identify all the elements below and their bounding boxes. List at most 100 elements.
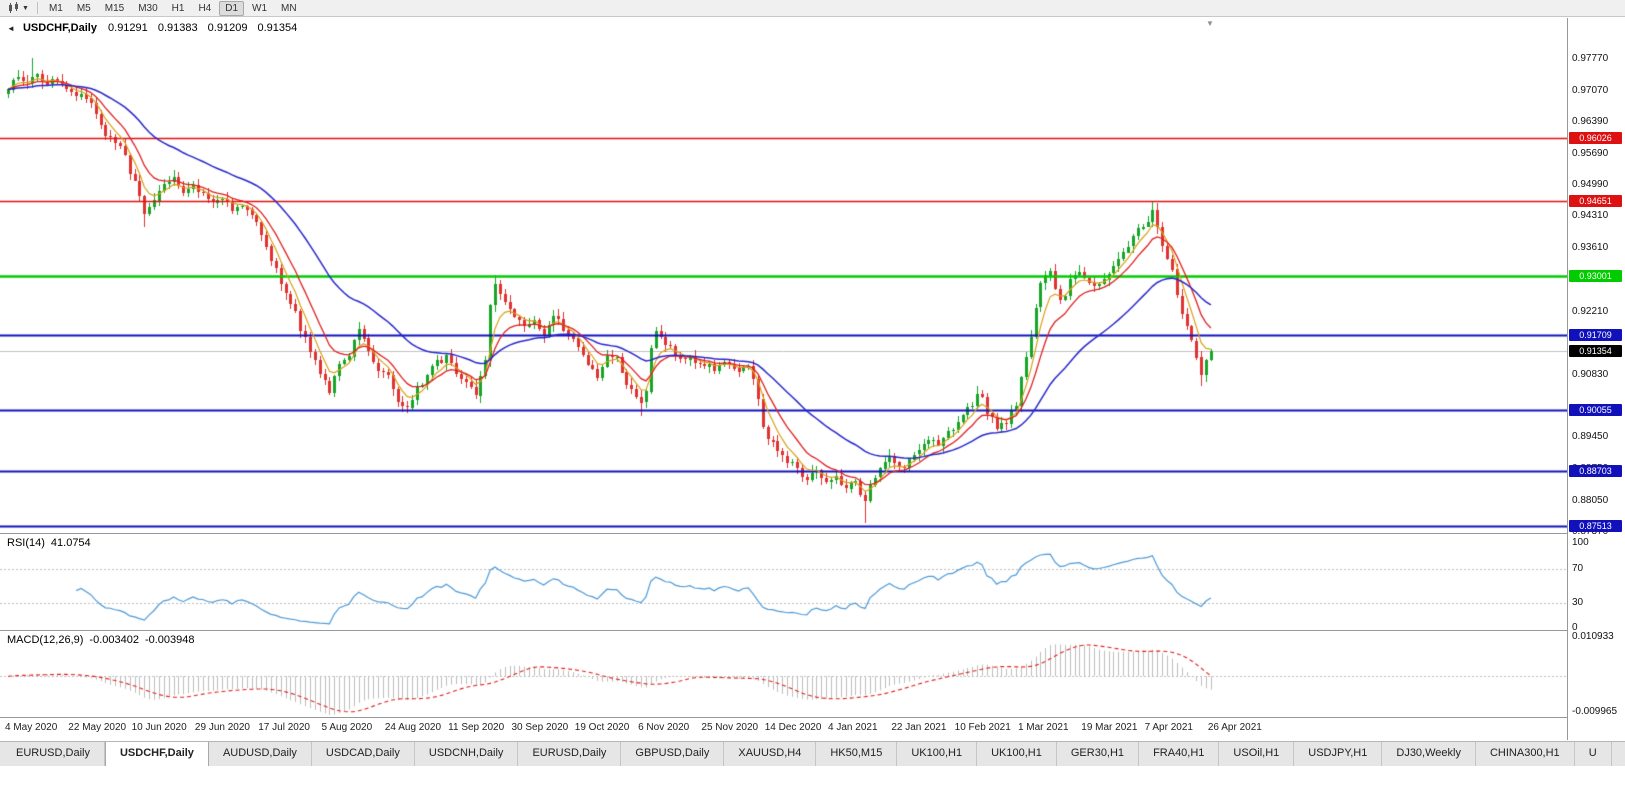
price-level-badge: 0.87513: [1569, 519, 1622, 532]
price-tick-label: 0.87370: [1572, 526, 1609, 538]
date-label: 10 Feb 2021: [954, 722, 1011, 733]
chevron-down-icon: ▼: [22, 4, 29, 12]
date-label: 11 Sep 2020: [448, 722, 505, 733]
price-tick-label: 0.89450: [1572, 431, 1609, 443]
chart-shift-marker[interactable]: ▼: [1206, 19, 1214, 28]
chart-title: ◄ USDCHF,Daily 0.91291 0.91383 0.91209 0…: [7, 22, 304, 34]
rsi-scale-label: 0: [1572, 622, 1578, 633]
timeframe-buttons: M1 M5 M15 M30 H1 H4 D1 W1 MN: [43, 0, 305, 16]
macd-indicator-label: MACD(12,26,9) -0.003402 -0.003948: [7, 634, 201, 646]
price-level-badge: 0.93001: [1569, 269, 1622, 282]
date-label: 4 Jan 2021: [828, 722, 878, 733]
date-label: 30 Sep 2020: [511, 722, 569, 733]
date-label: 6 Nov 2020: [638, 722, 690, 733]
price-tick-label: 0.93610: [1572, 242, 1609, 254]
candlestick-chart-icon: [9, 2, 18, 13]
toolbar-separator: [36, 2, 38, 14]
date-label: 14 Dec 2020: [764, 722, 822, 733]
chart-tabs: EURUSD,Daily USDCHF,Daily AUDUSD,Daily USDC…: [0, 741, 1625, 766]
date-label: 1 Mar 2021: [1017, 722, 1069, 733]
date-label: 10 Jun 2020: [131, 722, 187, 733]
chart-tab-u[interactable]: U: [1574, 742, 1612, 766]
ohlc-high: 0.91383: [157, 22, 198, 34]
timeframe-button-m1[interactable]: M1: [48, 2, 63, 14]
ohlc-open: 0.91291: [108, 22, 148, 34]
chart-tab-usdcnh-daily[interactable]: USDCNH,Daily: [414, 742, 519, 766]
chart-tab-usoil-h1[interactable]: USOil,H1: [1219, 742, 1295, 766]
rsi-value: 41.0754: [50, 537, 91, 549]
rsi-indicator-label: RSI(14) 41.0754: [7, 537, 97, 549]
date-label: 26 Apr 2021: [1207, 722, 1262, 733]
chart-type-button[interactable]: ▼: [4, 1, 32, 16]
chart-tab-xauusd-h4[interactable]: XAUUSD,H4: [724, 742, 817, 766]
macd-name: MACD(12,26,9): [7, 634, 84, 646]
chart-tab-hk50-m15[interactable]: HK50,M15: [816, 742, 898, 766]
date-label: 29 Jun 2020: [194, 722, 250, 733]
chart-tab-uk100-h1[interactable]: UK100,H1: [897, 742, 978, 766]
date-label: 24 Aug 2020: [384, 722, 442, 733]
price-tick-label: 0.94990: [1572, 179, 1609, 191]
timeframe-button-d1[interactable]: D1: [219, 0, 245, 16]
date-label: 19 Oct 2020: [574, 722, 630, 733]
price-tick-label: 0.97070: [1572, 84, 1609, 96]
timeframe-button-mn[interactable]: MN: [281, 2, 297, 14]
date-label: 22 Jan 2021: [891, 722, 947, 733]
price-tick-label: 0.95690: [1572, 147, 1609, 159]
date-label: 19 Mar 2021: [1081, 722, 1138, 733]
price-tick-label: 0.94310: [1572, 210, 1609, 222]
timeframe-button-m15[interactable]: M15: [104, 2, 125, 14]
date-label: 7 Apr 2021: [1144, 722, 1193, 733]
price-tick-label: 0.90830: [1572, 368, 1609, 380]
chart-tab-eurusd-daily[interactable]: EURUSD,Daily: [518, 742, 622, 766]
chart-tab-china300-h1[interactable]: CHINA300,H1: [1475, 742, 1575, 766]
timeframe-button-h4[interactable]: H4: [198, 2, 212, 14]
chart-tab-fra40-h1[interactable]: FRA40,H1: [1139, 742, 1220, 766]
chart-symbol-label: USDCHF,Daily: [22, 22, 97, 34]
chart-tab-gbpusd-daily[interactable]: GBPUSD,Daily: [621, 742, 725, 766]
timeframe-button-m5[interactable]: M5: [76, 2, 91, 14]
timeframe-button-h1[interactable]: H1: [171, 2, 185, 14]
macd-main-value: -0.003402: [89, 634, 139, 646]
price-level-badge: 0.90055: [1569, 403, 1622, 416]
date-label: 25 Nov 2020: [701, 722, 759, 733]
chart-tab-ger30-h1[interactable]: GER30,H1: [1056, 742, 1140, 766]
price-scale-separator: [1567, 18, 1568, 740]
date-label: 4 May 2020: [5, 722, 58, 733]
price-level-badge: 0.88703: [1569, 465, 1622, 478]
price-level-badge: 0.91709: [1569, 328, 1622, 341]
chart-tab-dj30-weekly[interactable]: DJ30,Weekly: [1382, 742, 1476, 766]
time-axis-separator: [0, 717, 1625, 718]
chart-tab-audusd-daily[interactable]: AUDUSD,Daily: [208, 742, 312, 766]
current-price-badge: 0.91354: [1569, 344, 1622, 357]
macd-scale-label: 0.010933: [1572, 631, 1614, 642]
rsi-scale-label: 70: [1572, 562, 1584, 574]
price-tick-label: 0.92210: [1572, 305, 1609, 317]
price-scale[interactable]: 0.97770 0.97070 0.96390 0.95690 0.94990 0.943…: [1568, 18, 1625, 740]
rsi-scale-label: 100: [1572, 537, 1589, 548]
price-tick-label: 0.97770: [1572, 52, 1609, 64]
rsi-scale-label: 30: [1572, 596, 1584, 608]
chart-tab-eurusd-daily[interactable]: EURUSD,Daily: [2, 742, 105, 766]
chart-tab-usdchf-daily[interactable]: USDCHF,Daily: [104, 742, 209, 766]
date-label: 5 Aug 2020: [321, 722, 373, 733]
collapse-chart-icon[interactable]: ◄: [7, 24, 15, 33]
chart-tab-usdjpy-h1[interactable]: USDJPY,H1: [1294, 742, 1383, 766]
chart-tab-usdcad-daily[interactable]: USDCAD,Daily: [311, 742, 415, 766]
chart-tab-uk100-h1[interactable]: UK100,H1: [977, 742, 1057, 766]
date-label: 17 Jul 2020: [258, 722, 310, 733]
timeframe-button-w1[interactable]: W1: [252, 2, 268, 14]
chart-window: ▼ ◄ USDCHF,Daily 0.91291 0.91383 0.91209…: [0, 18, 1625, 740]
ohlc-low: 0.91209: [207, 22, 248, 34]
price-level-badge: 0.94651: [1569, 194, 1622, 207]
toolbar: ▼ M1 M5 M15 M30 H1 H4 D1 W1 MN: [0, 0, 1625, 17]
price-chart-canvas[interactable]: [0, 18, 1567, 740]
rsi-name: RSI(14): [7, 537, 45, 549]
price-tick-label: 0.96390: [1572, 115, 1609, 127]
time-axis[interactable]: 4 May 2020 22 May 2020 10 Jun 2020 29 Jun 2…: [0, 718, 1567, 740]
timeframe-button-m30[interactable]: M30: [138, 2, 158, 14]
pane-separator[interactable]: [0, 630, 1625, 631]
pane-separator[interactable]: [0, 533, 1625, 534]
macd-scale-label: -0.009965: [1572, 706, 1618, 717]
ohlc-close: 0.91354: [257, 22, 298, 34]
price-tick-label: 0.88050: [1572, 495, 1609, 507]
